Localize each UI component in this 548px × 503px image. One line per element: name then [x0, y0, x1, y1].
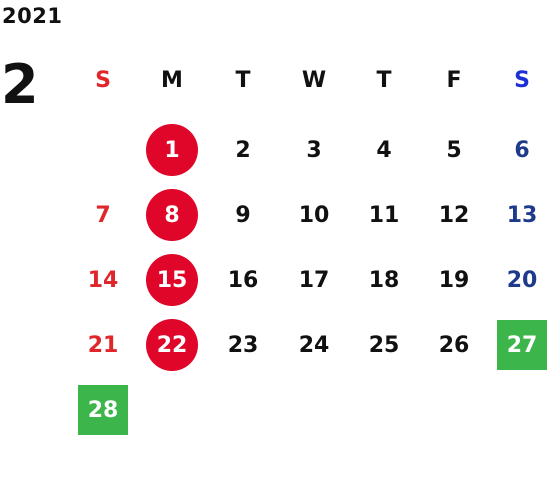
- day-cell[interactable]: 5: [419, 125, 489, 175]
- day-number: 25: [368, 332, 400, 358]
- day-cell[interactable]: 21: [68, 320, 138, 370]
- day-cell[interactable]: 23: [208, 320, 278, 370]
- day-number: 10: [298, 202, 330, 228]
- day-cell[interactable]: 12: [419, 190, 489, 240]
- day-cell[interactable]: 25: [349, 320, 419, 370]
- day-cell[interactable]: 20: [487, 255, 548, 305]
- day-number: 23: [227, 332, 259, 358]
- holiday-day-number: 15: [146, 254, 198, 306]
- day-cell[interactable]: 28: [68, 385, 138, 435]
- day-number: 4: [376, 137, 392, 163]
- day-number: 13: [506, 202, 538, 228]
- day-number: 5: [446, 137, 462, 163]
- day-number: 16: [227, 267, 259, 293]
- day-cell[interactable]: 14: [68, 255, 138, 305]
- day-cell[interactable]: 19: [419, 255, 489, 305]
- holiday-day-number: 22: [146, 319, 198, 371]
- holiday-day-number: 8: [146, 189, 198, 241]
- day-number: 12: [438, 202, 470, 228]
- day-cell[interactable]: 26: [419, 320, 489, 370]
- day-cell[interactable]: 6: [487, 125, 548, 175]
- day-number: 26: [438, 332, 470, 358]
- weekday-header-tue: T: [235, 67, 251, 93]
- day-cell[interactable]: 17: [279, 255, 349, 305]
- day-number: 6: [514, 137, 530, 163]
- day-number: 2: [235, 137, 251, 163]
- day-cell[interactable]: 9: [208, 190, 278, 240]
- day-cell[interactable]: 4: [349, 125, 419, 175]
- day-cell[interactable]: 16: [208, 255, 278, 305]
- day-number: 11: [368, 202, 400, 228]
- day-cell[interactable]: 22: [137, 319, 207, 371]
- day-cell[interactable]: 15: [137, 254, 207, 306]
- day-cell[interactable]: 13: [487, 190, 548, 240]
- day-cell[interactable]: 27: [487, 320, 548, 370]
- weekday-header-fri: F: [446, 67, 462, 93]
- day-number: 18: [368, 267, 400, 293]
- day-number: 7: [95, 202, 111, 228]
- day-cell[interactable]: 2: [208, 125, 278, 175]
- calendar-year: 2021: [2, 4, 63, 28]
- weekday-header-sat: S: [514, 67, 530, 93]
- day-cell[interactable]: 24: [279, 320, 349, 370]
- holiday-day-number: 1: [146, 124, 198, 176]
- day-number: 19: [438, 267, 470, 293]
- day-number: 14: [87, 267, 119, 293]
- day-number: 17: [298, 267, 330, 293]
- day-cell[interactable]: 3: [279, 125, 349, 175]
- weekday-header-wed: W: [301, 67, 327, 93]
- calendar-month-number: 2: [1, 53, 39, 116]
- day-cell[interactable]: 11: [349, 190, 419, 240]
- day-number: 9: [235, 202, 251, 228]
- day-cell[interactable]: 8: [137, 189, 207, 241]
- day-number: 20: [506, 267, 538, 293]
- highlighted-day-number: 28: [78, 385, 128, 435]
- day-cell[interactable]: 7: [68, 190, 138, 240]
- highlighted-day-number: 27: [497, 320, 547, 370]
- day-cell[interactable]: 18: [349, 255, 419, 305]
- day-number: 24: [298, 332, 330, 358]
- weekday-header-sun: S: [95, 67, 111, 93]
- day-cell[interactable]: 10: [279, 190, 349, 240]
- day-number: 3: [306, 137, 322, 163]
- weekday-header-mon: M: [161, 67, 183, 93]
- day-number: 21: [87, 332, 119, 358]
- day-cell[interactable]: 1: [137, 124, 207, 176]
- weekday-header-thu: T: [376, 67, 392, 93]
